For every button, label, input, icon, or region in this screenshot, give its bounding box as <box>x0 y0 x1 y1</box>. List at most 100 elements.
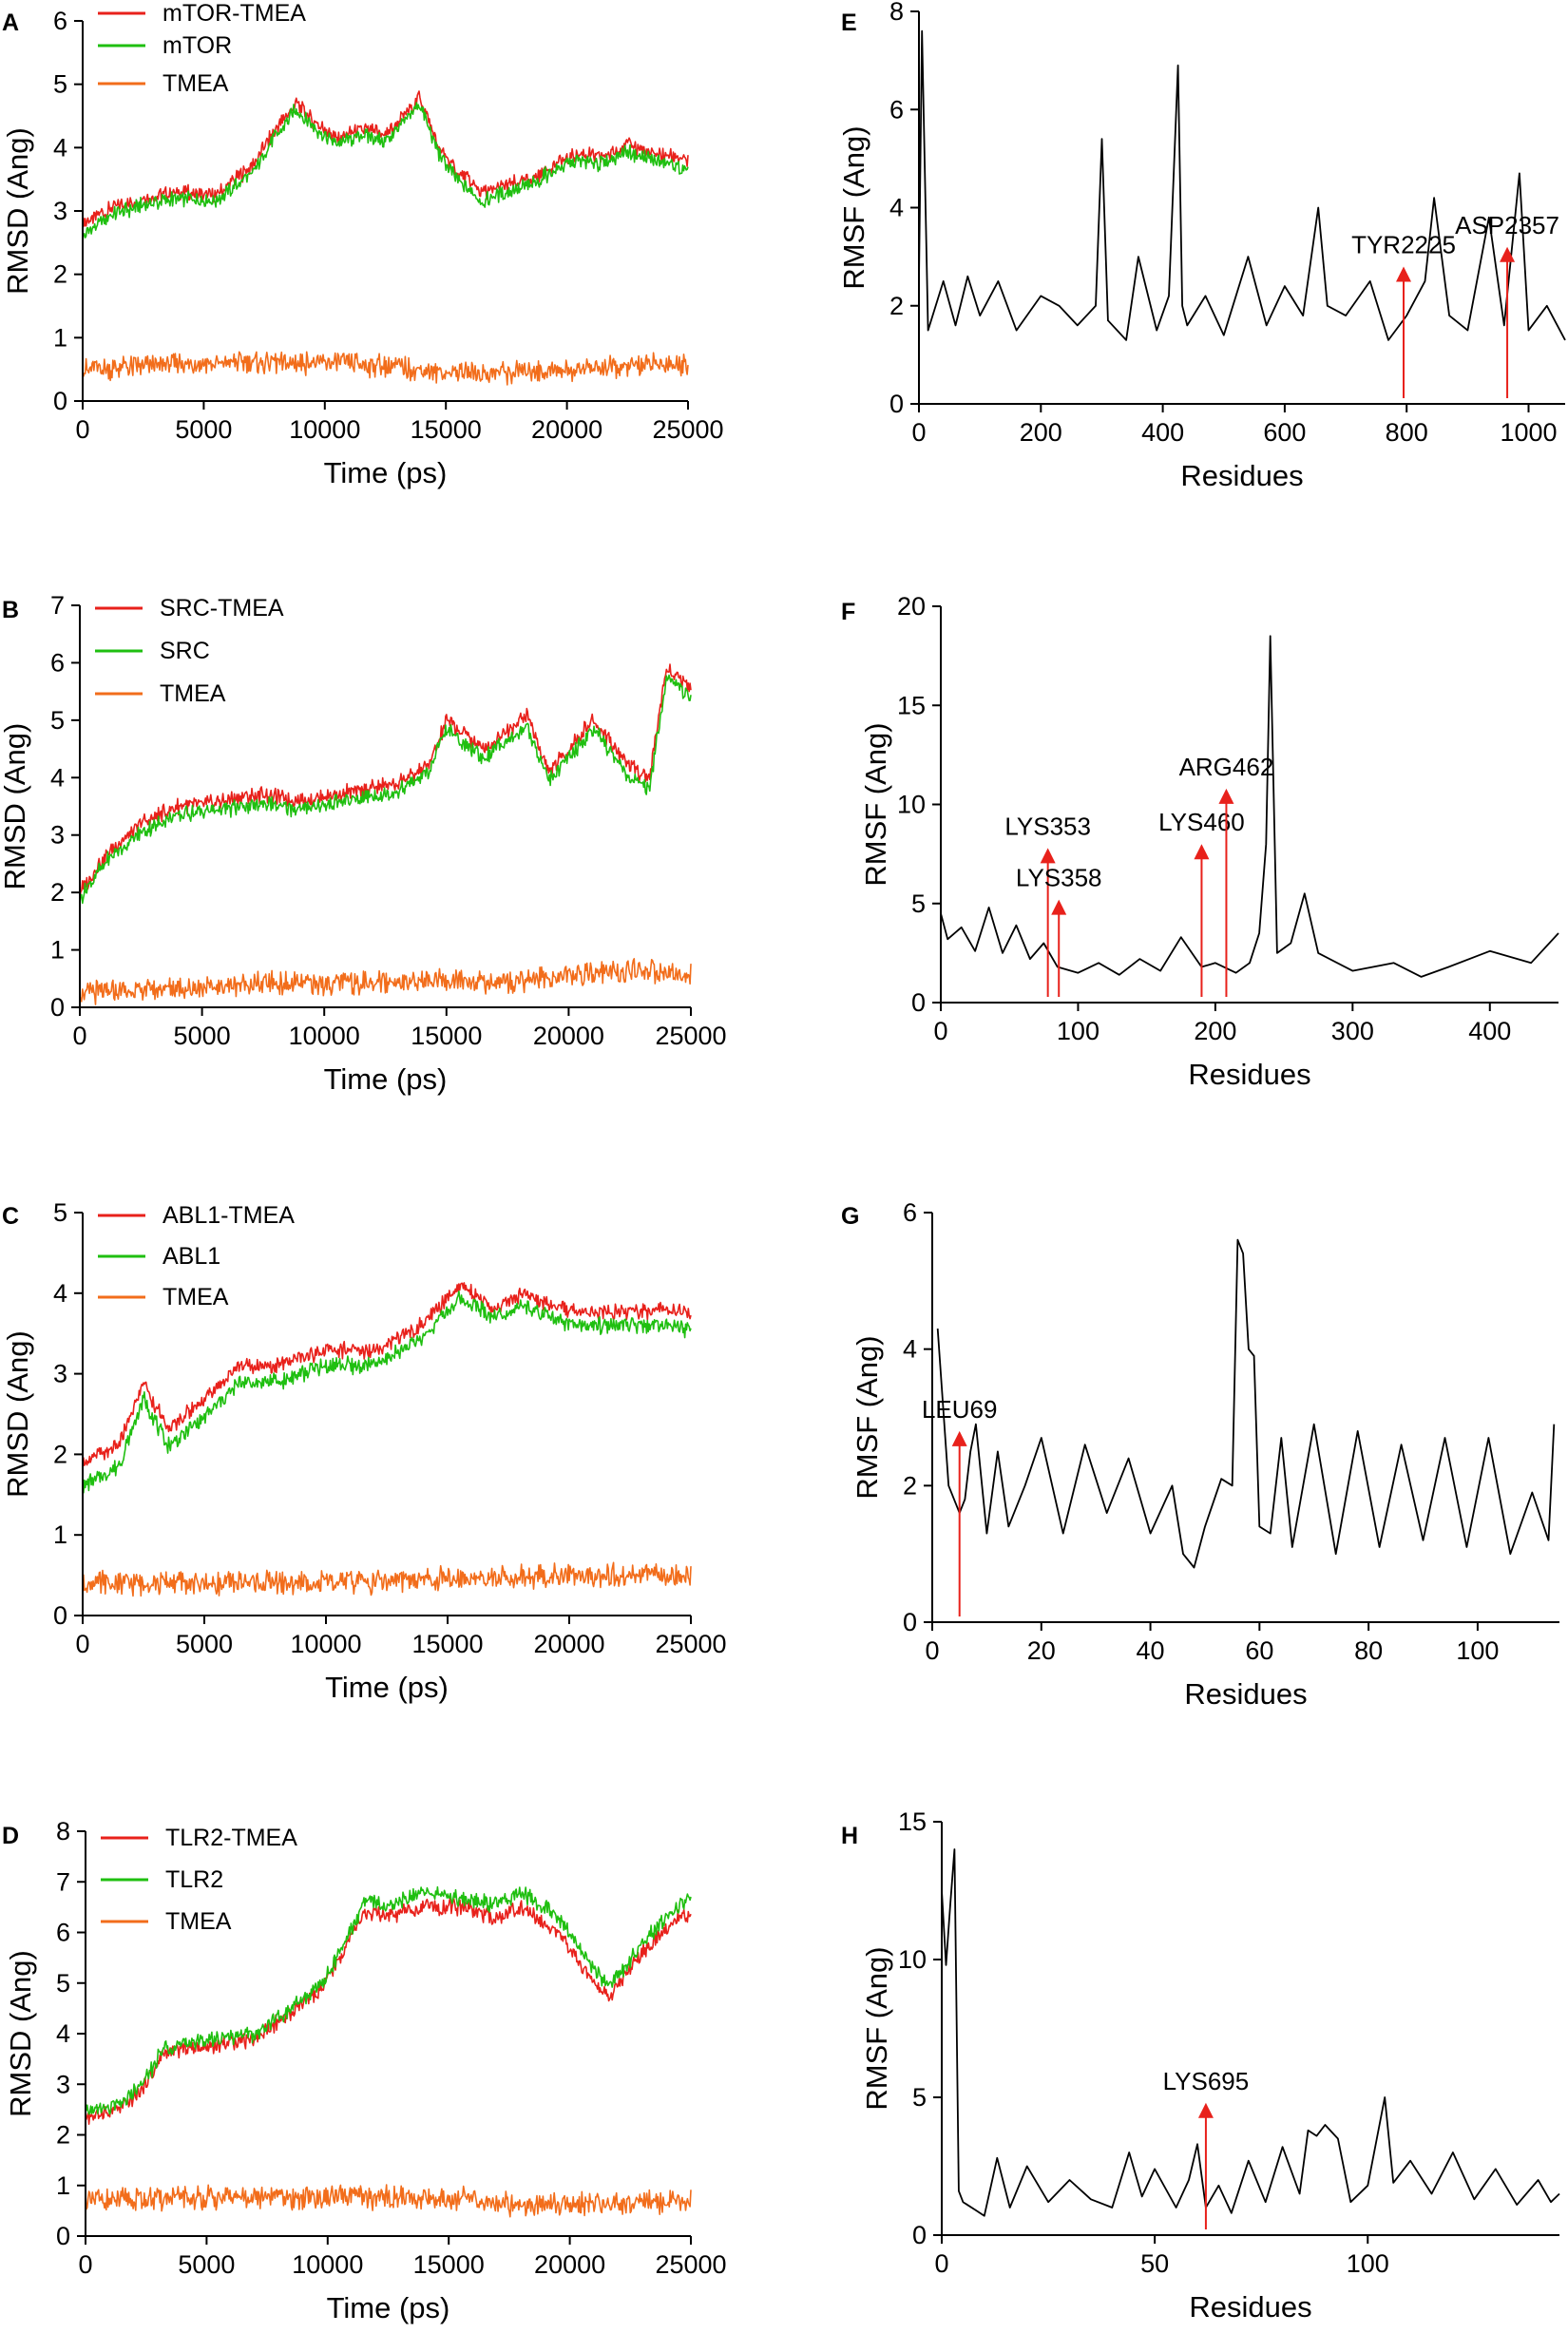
legend-entry: ABL1 <box>163 1243 220 1270</box>
y-axis-label: RMSD (Ang) <box>4 1950 37 2117</box>
y-tick-label: 6 <box>56 1919 70 1947</box>
y-tick-label: 5 <box>912 2083 927 2112</box>
panel-label: E <box>841 10 857 36</box>
y-tick-label: 5 <box>53 1198 67 1227</box>
annotation-arrow-head <box>1218 788 1234 804</box>
y-tick-label: 8 <box>56 1817 70 1845</box>
y-tick-label: 2 <box>53 260 67 289</box>
x-axis-label: Time (ps) <box>327 2291 450 2324</box>
y-axis-label: RMSF (Ang) <box>851 1335 884 1499</box>
x-tick-label: 100 <box>1347 2249 1389 2278</box>
y-tick-label: 3 <box>50 821 65 850</box>
series-line-tlr2 <box>86 1885 692 2115</box>
y-tick-label: 20 <box>897 592 926 621</box>
y-tick-label: 6 <box>903 1198 917 1227</box>
legend-entry: TMEA <box>160 680 226 707</box>
x-tick-label: 0 <box>75 415 89 444</box>
y-axis-label: RMSF (Ang) <box>859 722 892 886</box>
annotation-arrow-head <box>1197 2102 1214 2118</box>
x-tick-label: 60 <box>1245 1636 1273 1665</box>
y-tick-label: 1 <box>53 323 67 352</box>
y-tick-label: 5 <box>50 706 65 735</box>
panel-label: B <box>2 597 19 623</box>
x-tick-label: 600 <box>1263 418 1306 447</box>
annotation-label: LEU69 <box>922 1395 998 1424</box>
y-tick-label: 1 <box>56 2171 70 2200</box>
x-tick-label: 80 <box>1354 1636 1383 1665</box>
y-tick-label: 2 <box>50 878 65 907</box>
y-axis-label: RMSD (Ang) <box>1 127 34 295</box>
y-tick-label: 6 <box>50 648 65 677</box>
y-tick-label: 7 <box>56 1867 70 1896</box>
y-tick-label: 4 <box>50 763 65 792</box>
y-tick-label: 4 <box>53 133 67 162</box>
x-tick-label: 20000 <box>533 1630 604 1658</box>
y-tick-label: 6 <box>53 7 67 35</box>
panel-d: D 0 1 2 3 4 5 6 7 8 0 5000 10000 15000 20000 25000 Time … <box>2 1817 727 2324</box>
y-tick-label: 7 <box>50 591 65 620</box>
x-tick-label: 5000 <box>178 2250 235 2279</box>
annotation-arrow-head <box>951 1430 967 1446</box>
panel-a: A 0 1 2 3 4 5 6 0 5000 10000 15000 20000 25000 Time (p… <box>1 0 724 489</box>
x-tick-label: 400 <box>1141 418 1184 447</box>
y-tick-label: 15 <box>898 1807 927 1836</box>
x-tick-label: 0 <box>911 418 926 447</box>
series-line-src-tmea <box>79 663 692 899</box>
legend-entry: TMEA <box>163 1284 229 1310</box>
y-tick-label: 5 <box>911 889 926 918</box>
y-tick-label: 2 <box>889 292 904 320</box>
panel-b: B 0 1 2 3 4 5 6 7 0 5000 10000 15000 20000 25000 Time (… <box>0 591 727 1096</box>
y-tick-label: 10 <box>898 1945 927 1974</box>
annotation-label: LYS358 <box>1016 864 1102 892</box>
y-tick-label: 3 <box>53 197 67 225</box>
series-line-src <box>79 674 692 905</box>
annotation-label: LYS695 <box>1163 2067 1250 2095</box>
x-tick-label: 10000 <box>289 415 360 444</box>
y-tick-label: 2 <box>56 2121 70 2150</box>
series-line-abl1 <box>82 1291 692 1494</box>
x-tick-label: 20000 <box>533 1022 604 1050</box>
x-axis-label: Residues <box>1189 2290 1311 2323</box>
series-line-tmea <box>85 2184 692 2218</box>
annotation-arrow-head <box>1396 266 1411 282</box>
legend-entry: mTOR <box>163 32 232 59</box>
y-tick-label: 4 <box>53 1279 67 1308</box>
y-tick-label: 2 <box>903 1471 917 1500</box>
legend-entry: ABL1-TMEA <box>163 1202 295 1229</box>
annotation-label: ASP2357 <box>1455 211 1559 239</box>
x-tick-label: 800 <box>1386 418 1428 447</box>
x-tick-label: 15000 <box>413 2250 485 2279</box>
y-axis-label: RMSF (Ang) <box>860 1946 893 2110</box>
x-tick-label: 0 <box>72 1022 86 1050</box>
x-tick-label: 25000 <box>655 1630 726 1658</box>
series-line-tmea <box>82 351 689 386</box>
x-tick-label: 50 <box>1140 2249 1169 2278</box>
series-line-rmsf <box>941 1848 1560 2217</box>
y-axis-label: RMSD (Ang) <box>0 723 31 890</box>
x-tick-label: 10000 <box>290 1630 361 1658</box>
y-tick-label: 3 <box>56 2070 70 2098</box>
panel-label: F <box>841 599 855 625</box>
x-tick-label: 20000 <box>531 415 602 444</box>
annotation-label: TYR2225 <box>1351 230 1456 258</box>
panel-c: C 0 1 2 3 4 5 0 5000 10000 15000 20000 25000 Time (ps… <box>1 1198 727 1704</box>
panel-h: H 0 5 10 15 0 50 100 Residues RMSF (Ang) LYS695 <box>841 1807 1560 2323</box>
y-tick-label: 10 <box>897 791 926 819</box>
panel-label: H <box>841 1823 858 1849</box>
y-tick-label: 0 <box>911 988 926 1017</box>
annotation-label: ARG462 <box>1179 753 1274 781</box>
x-tick-label: 200 <box>1020 418 1062 447</box>
x-tick-label: 5000 <box>176 1630 233 1658</box>
panel-label: G <box>841 1203 859 1230</box>
x-tick-label: 15000 <box>411 1022 482 1050</box>
y-tick-label: 0 <box>56 2222 70 2250</box>
x-axis-label: Residues <box>1184 1677 1307 1711</box>
series-line-tmea <box>82 1561 692 1597</box>
panel-e: E 0 2 4 6 8 0 200 400 600 800 1000 Residues RMSF (Ang… <box>837 0 1566 492</box>
y-tick-label: 3 <box>53 1360 67 1388</box>
x-tick-label: 0 <box>75 1630 89 1658</box>
x-axis-label: Time (ps) <box>324 456 448 489</box>
x-tick-label: 100 <box>1456 1636 1499 1665</box>
x-tick-label: 15000 <box>411 1630 483 1658</box>
